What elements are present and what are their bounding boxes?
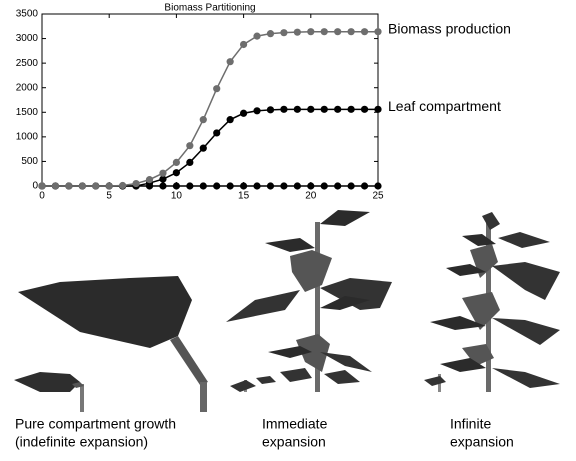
caption: expansion [450,434,514,450]
data-point [361,182,368,189]
data-point [173,169,180,176]
series-line [42,109,378,186]
data-point [253,33,260,40]
data-point [65,182,72,189]
data-point [348,28,355,35]
caption: Immediate [262,416,328,432]
data-point [240,182,247,189]
data-point [294,106,301,113]
data-point [321,106,328,113]
figure: Biomass Partitioning [0,0,576,456]
data-point [159,170,166,177]
x-tick-label: 20 [305,191,317,202]
plant-right [424,212,560,392]
y-tick-label: 2000 [16,82,39,93]
y-tick-label: 3500 [16,9,39,20]
y-tick-label: 0 [32,181,38,192]
data-point [200,182,207,189]
data-point [173,159,180,166]
data-point [186,142,193,149]
data-point [307,106,314,113]
plant-middle [226,210,392,392]
data-point [146,176,153,183]
y-tick-label: 1000 [16,131,39,142]
data-point [186,159,193,166]
data-point [38,182,45,189]
data-point [361,106,368,113]
data-point [200,116,207,123]
x-tick-label: 0 [39,191,45,202]
data-point [348,106,355,113]
chart-title: Biomass Partitioning [164,3,255,14]
data-point [213,129,220,136]
data-point [267,182,274,189]
x-tick-label: 5 [106,191,112,202]
caption: expansion [262,434,326,450]
data-point [280,182,287,189]
data-point [227,58,234,65]
data-point [334,28,341,35]
data-point [253,107,260,114]
caption: Infinite [450,416,491,432]
data-point [374,28,381,35]
data-point [79,182,86,189]
data-point [348,182,355,189]
x-tick-label: 25 [372,191,384,202]
data-point [106,182,113,189]
data-point [307,182,314,189]
caption: (indefinite expansion) [15,434,148,450]
plot-frame [42,14,378,186]
caption: Pure compartment growth [15,416,176,432]
data-point [200,145,207,152]
data-point [267,30,274,37]
data-point [267,106,274,113]
data-point [374,106,381,113]
data-point [159,182,166,189]
y-tick-label: 1500 [16,107,39,118]
data-point [227,182,234,189]
plant-left [14,276,208,412]
data-point [294,29,301,36]
y-tick-label: 3000 [16,33,39,44]
data-point [119,182,126,189]
data-point [186,182,193,189]
data-point [321,182,328,189]
data-point [213,182,220,189]
x-tick-label: 10 [171,191,183,202]
data-point [361,28,368,35]
data-point [374,182,381,189]
data-point [52,182,59,189]
data-point [307,28,314,35]
series-label: Biomass production [388,20,511,36]
data-point [132,180,139,187]
y-tick-label: 500 [21,156,38,167]
data-point [280,29,287,36]
data-point [280,106,287,113]
series-label: Leaf compartment [388,98,501,114]
x-tick-label: 15 [238,191,250,202]
data-point [321,28,328,35]
data-point [173,182,180,189]
data-point [253,182,260,189]
y-tick-label: 2500 [16,58,39,69]
data-point [240,110,247,117]
data-point [213,85,220,92]
plant-illustrations [14,210,560,412]
data-point [334,106,341,113]
data-point [227,116,234,123]
data-point [92,182,99,189]
data-point [334,182,341,189]
data-point [240,41,247,48]
data-point [294,182,301,189]
